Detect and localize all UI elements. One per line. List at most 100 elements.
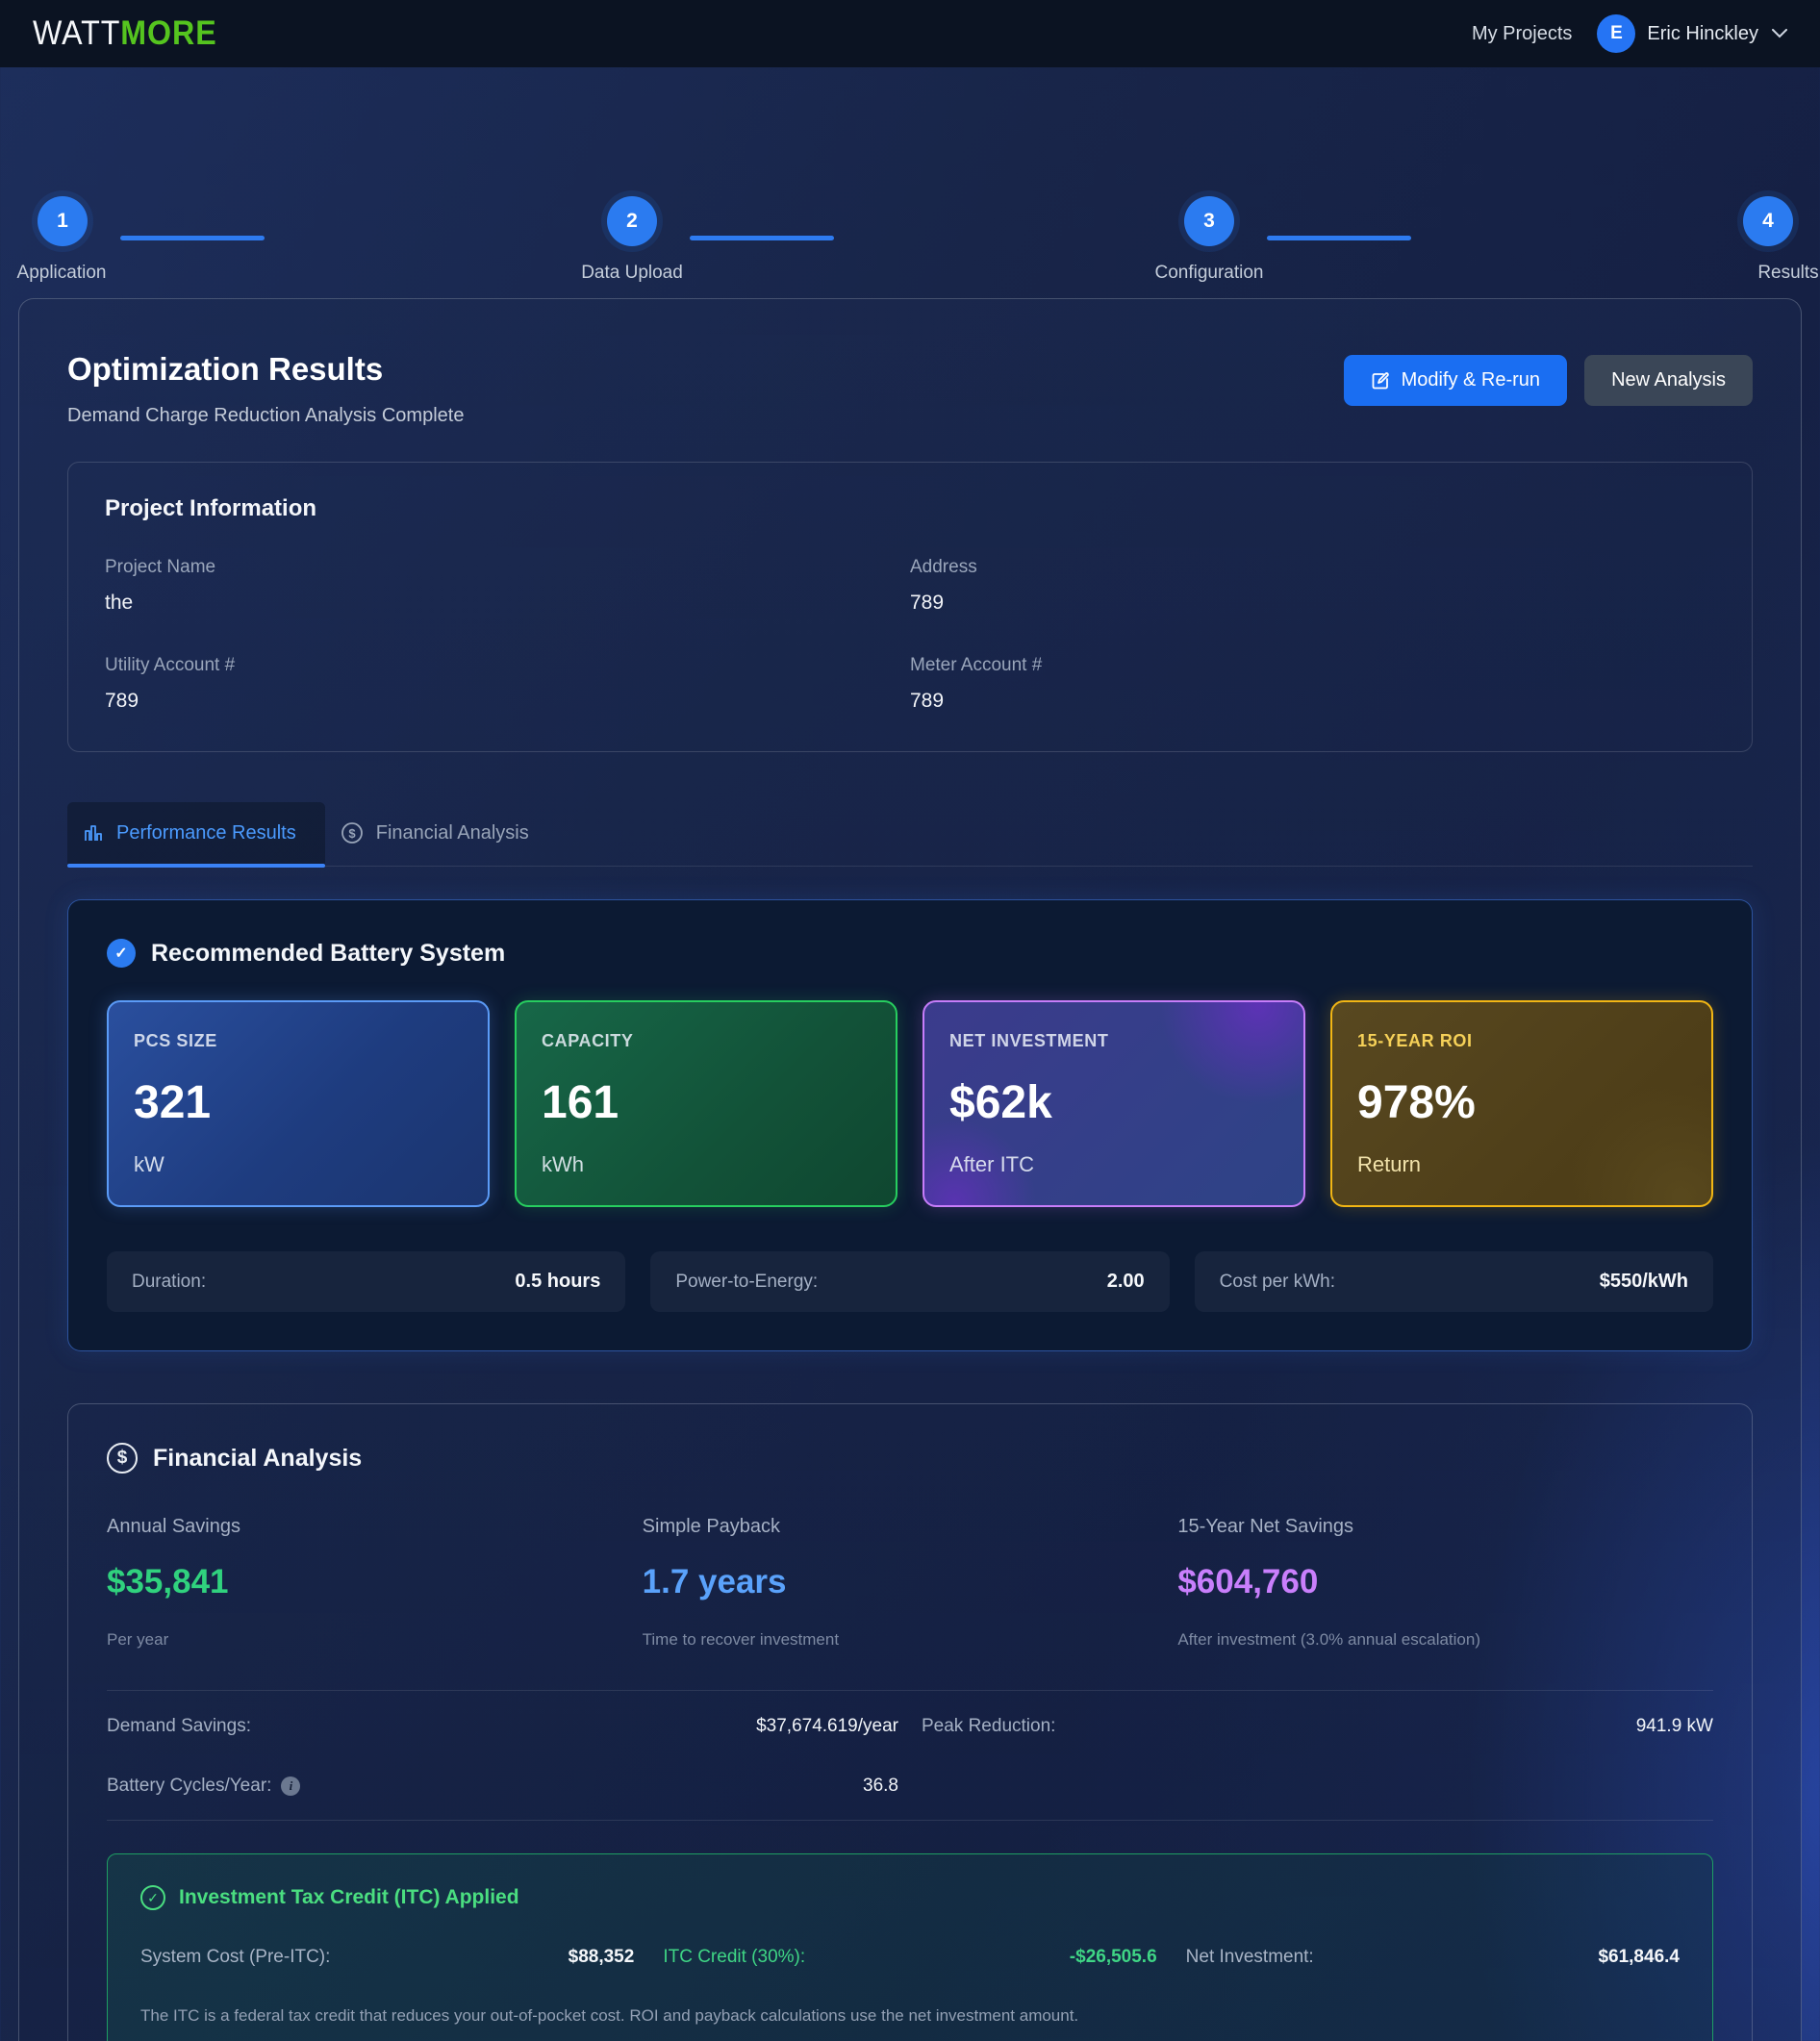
field-label: Meter Account # (910, 655, 1043, 675)
step-circle-configuration[interactable]: 3 (1184, 196, 1234, 246)
step-connector-1 (120, 236, 265, 240)
tab-financial-analysis[interactable]: $ Financial Analysis (325, 802, 558, 866)
tab-label: Financial Analysis (375, 821, 529, 844)
tab-label: Performance Results (116, 821, 296, 844)
project-info-panel: Project Information Project Name the Add… (67, 462, 1753, 752)
itc-label: System Cost (Pre-ITC): (140, 1947, 331, 1967)
divider (107, 1820, 1713, 1821)
metric-duration: Duration: 0.5 hours (107, 1251, 626, 1312)
fin-stat-simple-payback: Simple Payback 1.7 years Time to recover… (643, 1516, 1178, 1650)
field-meter-account: Meter Account # 789 (910, 655, 1715, 713)
battery-heading: Recommended Battery System (151, 939, 506, 967)
row-peak-reduction: Peak Reduction: 941.9 kW (922, 1697, 1713, 1756)
new-analysis-label: New Analysis (1611, 369, 1726, 391)
fin-stat-value: 1.7 years (642, 1563, 787, 1600)
user-name: Eric Hinckley (1647, 22, 1758, 44)
step-circle-results[interactable]: 4 (1743, 196, 1793, 246)
fin-row-value: $37,674.619/year (756, 1716, 898, 1736)
metric-label: Cost per kWh: (1219, 1271, 1336, 1292)
metric-label: Duration: (132, 1271, 207, 1292)
field-value: 789 (910, 592, 945, 614)
stat-label: 15-YEAR ROI (1357, 1031, 1473, 1050)
itc-label: Net Investment: (1185, 1947, 1314, 1967)
stat-label: PCS SIZE (134, 1031, 217, 1050)
fin-stat-annual-savings: Annual Savings $35,841 Per year (107, 1516, 643, 1650)
field-address: Address 789 (910, 557, 1715, 615)
financial-analysis-card: $ Financial Analysis Annual Savings $35,… (67, 1403, 1753, 2041)
itc-panel: ✓ Investment Tax Credit (ITC) Applied Sy… (107, 1853, 1713, 2041)
field-value: 789 (105, 690, 139, 712)
itc-label: ITC Credit (30%): (663, 1947, 806, 1967)
itc-net-investment: Net Investment: $61,846.4 (1186, 1947, 1680, 1968)
itc-value: -$26,505.6 (1069, 1947, 1157, 1967)
stat-label: CAPACITY (542, 1031, 634, 1050)
avatar[interactable]: E (1597, 14, 1636, 53)
new-analysis-button[interactable]: New Analysis (1584, 355, 1753, 406)
financial-heading: Financial Analysis (153, 1444, 363, 1472)
fin-stat-note: Per year (107, 1630, 169, 1649)
fin-stat-label: Annual Savings (107, 1516, 240, 1537)
fin-stat-label: 15-Year Net Savings (1177, 1516, 1354, 1537)
metric-power-to-energy: Power-to-Energy: 2.00 (650, 1251, 1170, 1312)
stat-unit: Return (1357, 1152, 1422, 1176)
project-info-heading: Project Information (105, 495, 317, 521)
stat-net-investment: NET INVESTMENT $62k After ITC (923, 1000, 1305, 1207)
edit-icon (1371, 371, 1390, 391)
step-circle-data-upload[interactable]: 2 (607, 196, 657, 246)
chevron-down-icon (1772, 29, 1787, 38)
metric-cost-per-kwh: Cost per kWh: $550/kWh (1194, 1251, 1713, 1312)
fin-stat-label: Simple Payback (642, 1516, 781, 1537)
row-spacer (922, 1756, 1713, 1816)
stat-value: 978% (1357, 1077, 1476, 1128)
info-icon[interactable]: i (281, 1776, 301, 1796)
user-menu[interactable]: E Eric Hinckley (1597, 14, 1787, 53)
results-card: Optimization Results Demand Charge Reduc… (18, 298, 1802, 2041)
field-value: the (105, 592, 134, 614)
step-label-data-upload: Data Upload (581, 263, 683, 283)
page-title: Optimization Results (67, 351, 384, 387)
modify-rerun-button[interactable]: Modify & Re-run (1343, 355, 1568, 406)
page-subtitle: Demand Charge Reduction Analysis Complet… (67, 405, 465, 426)
field-label: Utility Account # (105, 655, 236, 675)
stat-unit: After ITC (949, 1152, 1035, 1176)
tab-performance-results[interactable]: Performance Results (67, 802, 325, 868)
itc-value: $88,352 (568, 1947, 635, 1967)
fin-row-value: 941.9 kW (1635, 1716, 1713, 1736)
itc-credit: ITC Credit (30%): -$26,505.6 (663, 1947, 1156, 1968)
field-project-name: Project Name the (105, 557, 910, 615)
step-connector-2 (690, 236, 834, 240)
check-badge-icon: ✓ (107, 939, 136, 968)
logo-watt: WATT (33, 14, 121, 52)
metric-label: Power-to-Energy: (675, 1271, 819, 1292)
fin-stat-note: After investment (3.0% annual escalation… (1177, 1630, 1480, 1649)
metric-value: $550/kWh (1599, 1271, 1688, 1292)
itc-system-cost: System Cost (Pre-ITC): $88,352 (140, 1947, 634, 1968)
stat-label: NET INVESTMENT (949, 1031, 1109, 1050)
results-tabs: Performance Results $ Financial Analysis (67, 802, 1753, 868)
field-utility-account: Utility Account # 789 (105, 655, 910, 713)
step-circle-application[interactable]: 1 (38, 196, 88, 246)
fin-row-label: Battery Cycles/Year: i (107, 1776, 301, 1797)
step-label-results: Results (1757, 263, 1819, 283)
metric-value: 2.00 (1106, 1271, 1145, 1292)
itc-heading: Investment Tax Credit (ITC) Applied (179, 1886, 519, 1908)
stat-unit: kW (134, 1152, 164, 1176)
dollar-circle-icon: $ (107, 1443, 138, 1474)
top-nav: WATT MORE My Projects E Eric Hinckley (0, 0, 1820, 67)
wizard-stepper: 1 Application 2 Data Upload 3 Configurat… (0, 67, 1820, 298)
row-demand-savings: Demand Savings: $37,674.619/year (107, 1697, 898, 1756)
field-value: 789 (910, 690, 945, 712)
dollar-circle-icon: $ (341, 821, 364, 844)
fin-stat-note: Time to recover investment (642, 1630, 840, 1649)
modify-rerun-label: Modify & Re-run (1401, 369, 1541, 391)
stat-value: 161 (542, 1077, 619, 1128)
my-projects-link[interactable]: My Projects (1471, 22, 1573, 44)
stat-15-year-roi: 15-YEAR ROI 978% Return (1330, 1000, 1713, 1207)
stat-unit: kWh (542, 1152, 584, 1176)
recommended-battery-card: ✓ Recommended Battery System PCS SIZE 32… (67, 899, 1753, 1351)
fin-row-value: 36.8 (863, 1776, 898, 1796)
step-label-configuration: Configuration (1154, 263, 1264, 283)
field-label: Project Name (105, 557, 216, 577)
row-battery-cycles: Battery Cycles/Year: i 36.8 (107, 1756, 898, 1816)
stat-value: 321 (134, 1077, 212, 1128)
